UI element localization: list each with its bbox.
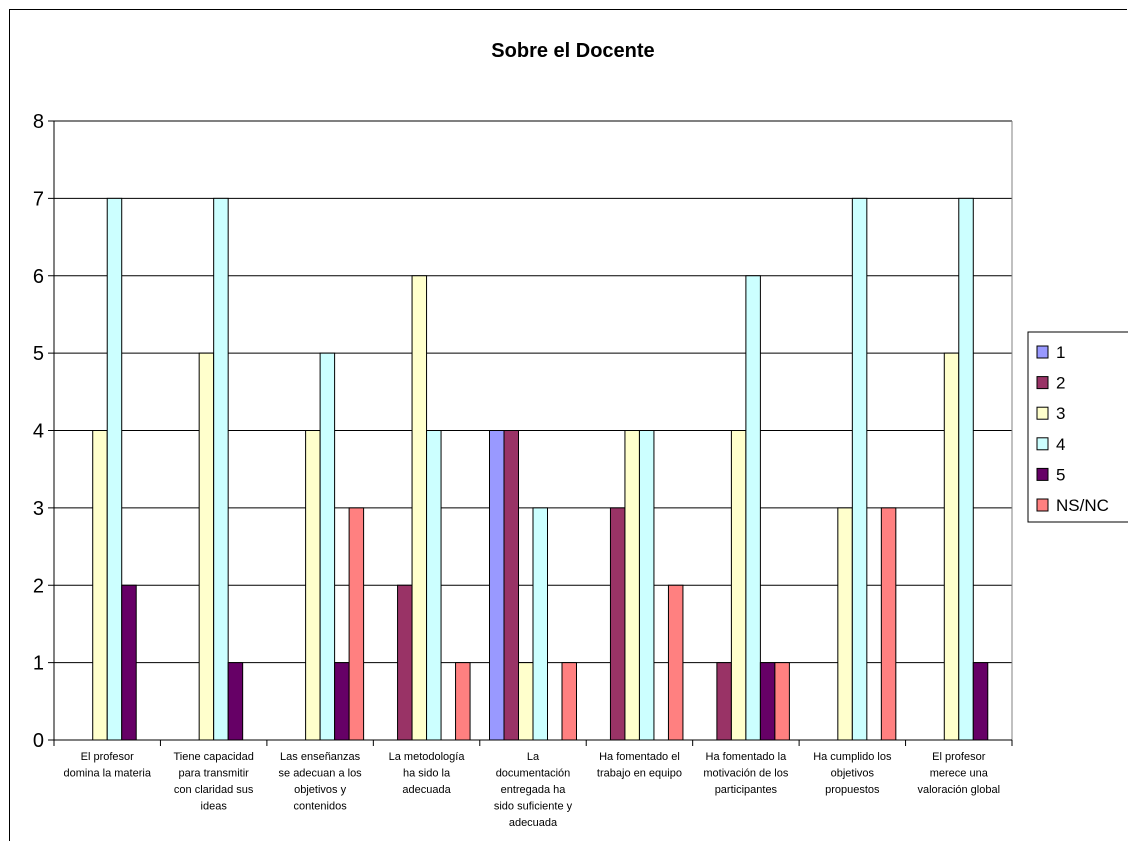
x-tick-label: contenidos — [294, 801, 348, 813]
legend-label: 5 — [1056, 465, 1065, 484]
bar — [837, 507, 853, 741]
bar — [638, 430, 655, 741]
bar — [532, 507, 548, 741]
x-tick-label: La metodología — [389, 751, 466, 763]
x-tick-label: participantes — [715, 784, 778, 796]
y-tick-label: 2 — [33, 575, 44, 597]
y-tick-labels: 0 1 2 3 4 5 6 7 8 — [33, 111, 44, 752]
bar — [455, 662, 471, 741]
x-tick-label: objetivos y — [294, 784, 346, 796]
legend-label: 1 — [1056, 343, 1065, 362]
y-tick-label: 3 — [33, 498, 44, 520]
x-tick-label: con claridad sus — [174, 784, 254, 796]
y-tick-label: 1 — [33, 653, 44, 675]
bar — [489, 430, 505, 741]
x-tick-label: documentación — [496, 768, 571, 780]
bar — [851, 197, 868, 741]
legend-label: NS/NC — [1056, 496, 1109, 515]
bar — [518, 662, 534, 741]
x-tick-label: ha sido la — [403, 768, 451, 780]
bars — [92, 197, 989, 741]
x-tick-label: Ha cumplido los — [813, 751, 892, 763]
bar — [213, 197, 229, 741]
bar — [972, 662, 989, 741]
bar — [227, 662, 244, 741]
bar — [305, 430, 321, 741]
bar — [561, 662, 577, 741]
y-tick-label: 6 — [33, 266, 44, 288]
legend-swatch — [1036, 467, 1049, 481]
bar — [106, 197, 123, 741]
x-tick-label: se adecuan a los — [279, 768, 363, 780]
x-tick-label: adecuada — [402, 784, 451, 796]
bar — [121, 584, 137, 741]
x-tick-labels: El profesor domina la materia Tiene capaci… — [64, 751, 1001, 829]
y-tick-label: 4 — [33, 421, 44, 443]
legend-box — [1027, 331, 1128, 523]
legend-swatch — [1036, 345, 1049, 359]
bar — [624, 430, 640, 741]
x-tick-label: domina la materia — [64, 768, 152, 780]
x-tick-label: propuestos — [825, 784, 880, 796]
bar — [716, 662, 732, 741]
legend-label: 2 — [1056, 374, 1065, 393]
x-tick-label: ideas — [201, 801, 228, 813]
x-tick-label: Tiene capacidad — [174, 751, 254, 763]
bar — [958, 197, 974, 741]
x-tick-label: adecuada — [509, 817, 558, 829]
x-tick-label: El profesor — [81, 751, 135, 763]
x-tick-label: trabajo en equipo — [597, 768, 682, 780]
bar — [92, 430, 108, 741]
y-tick-label: 8 — [33, 111, 44, 133]
gridlines — [48, 120, 1013, 741]
legend-swatch — [1036, 376, 1049, 390]
x-tick-label: merece una — [930, 768, 989, 780]
x-tick-label: para transmitir — [179, 768, 250, 780]
x-tick-label: El profesor — [932, 751, 986, 763]
bar — [198, 352, 215, 741]
legend: 1 2 3 4 5 NS/NC — [1027, 331, 1128, 523]
legend-label: 3 — [1056, 404, 1065, 423]
bar — [759, 662, 776, 741]
x-tick-label: sido suficiente y — [494, 801, 573, 813]
bar — [943, 352, 960, 741]
bar — [348, 507, 365, 741]
x-tick-label: Las enseñanzas — [280, 751, 361, 763]
legend-swatch — [1036, 437, 1049, 451]
x-tick-label: entregada ha — [501, 784, 567, 796]
bar — [503, 430, 519, 741]
bar — [397, 584, 413, 741]
bar — [774, 662, 790, 741]
legend-swatch — [1036, 498, 1049, 512]
x-tick-label: motivación de los — [703, 768, 788, 780]
x-tick-label: objetivos — [831, 768, 875, 780]
x-tick-label: Ha fomentado el — [599, 751, 680, 763]
x-tick-label: Ha fomentado la — [706, 751, 788, 763]
bar — [609, 507, 626, 741]
bar — [319, 352, 336, 741]
chart-title: Sobre el Docente — [491, 40, 654, 62]
chart-frame — [9, 9, 1127, 841]
x-tick-label: La — [527, 751, 540, 763]
y-tick-label: 5 — [33, 343, 44, 365]
bar — [667, 584, 684, 741]
y-tick-label: 0 — [33, 730, 44, 752]
bar — [880, 507, 897, 741]
legend-label: 4 — [1056, 435, 1065, 454]
legend-swatch — [1036, 406, 1049, 420]
y-tick-label: 7 — [33, 188, 44, 210]
bar — [411, 275, 428, 741]
bar — [426, 430, 442, 741]
bar — [745, 275, 761, 741]
bar — [730, 430, 747, 741]
bar — [334, 662, 350, 741]
x-tick-label: valoración global — [917, 784, 1000, 796]
axes — [53, 121, 1013, 746]
